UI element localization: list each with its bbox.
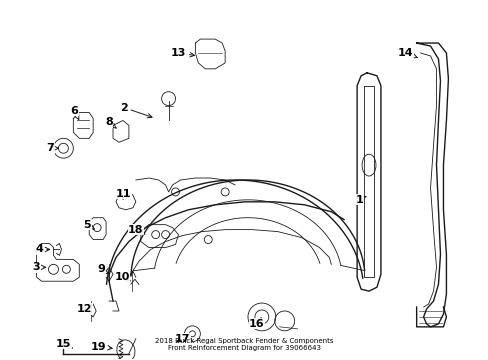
Text: 6: 6	[70, 105, 79, 120]
Text: 3: 3	[33, 262, 45, 272]
Text: 11: 11	[116, 189, 131, 199]
Text: 4: 4	[36, 244, 49, 255]
Text: 15: 15	[56, 339, 72, 349]
Text: 2018 Buick Regal Sportback Fender & Components
Front Reinforcement Diagram for 3: 2018 Buick Regal Sportback Fender & Comp…	[155, 338, 333, 351]
Text: 18: 18	[128, 225, 144, 235]
Text: 16: 16	[248, 318, 264, 329]
Text: 12: 12	[76, 304, 92, 314]
Text: 10: 10	[114, 272, 130, 282]
Text: 2: 2	[120, 103, 152, 118]
Text: 9: 9	[97, 264, 108, 274]
Text: 17: 17	[174, 334, 191, 344]
Text: 19: 19	[90, 342, 112, 352]
Text: 14: 14	[397, 48, 416, 58]
Text: 5: 5	[83, 220, 94, 230]
Text: 8: 8	[105, 117, 116, 128]
Text: 7: 7	[46, 143, 58, 153]
Text: 1: 1	[354, 195, 366, 205]
Text: 13: 13	[170, 48, 194, 58]
